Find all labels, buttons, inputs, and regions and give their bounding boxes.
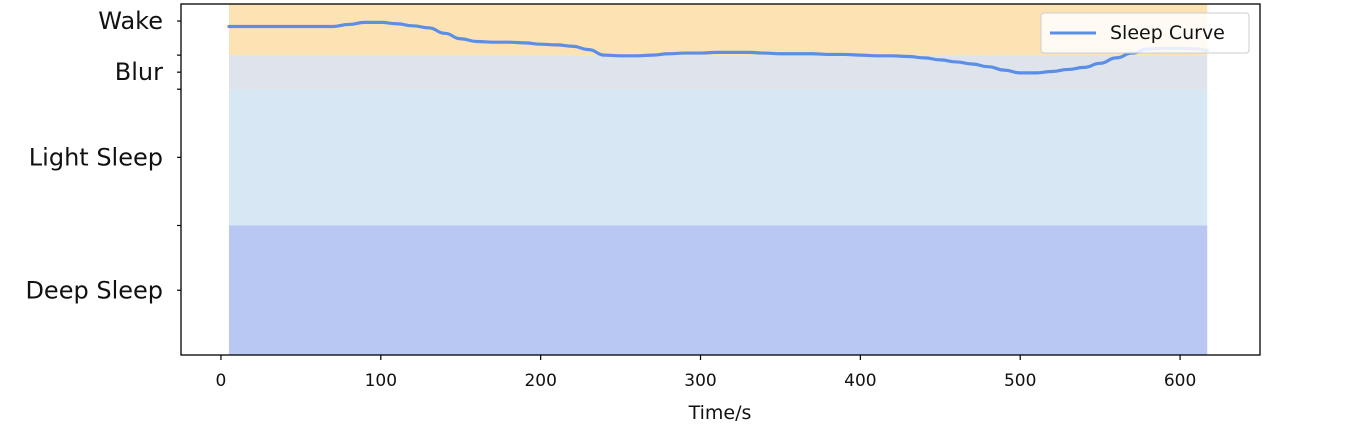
band-label-deep-sleep: Deep Sleep	[25, 276, 163, 304]
band-blur	[228, 55, 1208, 90]
x-tick-label-600: 600	[1164, 371, 1196, 391]
x-axis-ticks: 0 100 200 300 400 500 600	[216, 355, 1196, 391]
x-tick-label-400: 400	[844, 371, 876, 391]
legend-label-sleep-curve: Sleep Curve	[1110, 22, 1225, 44]
x-tick-label-100: 100	[365, 371, 397, 391]
legend-box	[1040, 12, 1250, 54]
sleep-stage-labels: Wake Blur Light Sleep Deep Sleep	[25, 7, 163, 304]
band-deep-sleep	[228, 225, 1208, 355]
band-light-sleep	[228, 89, 1208, 226]
x-tick-label-500: 500	[1004, 371, 1036, 391]
series-layer	[227, 20, 1209, 75]
band-label-blur: Blur	[115, 58, 163, 86]
legend: Sleep Curve	[1040, 12, 1250, 54]
band-label-light-sleep: Light Sleep	[29, 143, 163, 171]
x-tick-label-300: 300	[684, 371, 716, 391]
series-line-sleep-curve	[227, 20, 1209, 75]
band-label-wake: Wake	[98, 7, 163, 35]
x-tick-label-200: 200	[524, 371, 556, 391]
y-axis-ticks	[177, 20, 181, 291]
plot-frame	[180, 3, 1261, 356]
x-tick-label-0: 0	[216, 371, 227, 391]
x-axis-label: Time/s	[688, 402, 752, 424]
sleep-stage-bands	[228, 4, 1208, 355]
